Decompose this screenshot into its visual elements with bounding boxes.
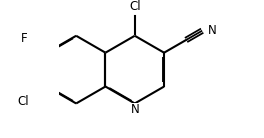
Text: N: N <box>130 103 139 116</box>
Text: F: F <box>21 32 27 45</box>
Text: Cl: Cl <box>129 0 141 13</box>
Text: N: N <box>208 24 217 37</box>
Text: Cl: Cl <box>17 95 29 108</box>
